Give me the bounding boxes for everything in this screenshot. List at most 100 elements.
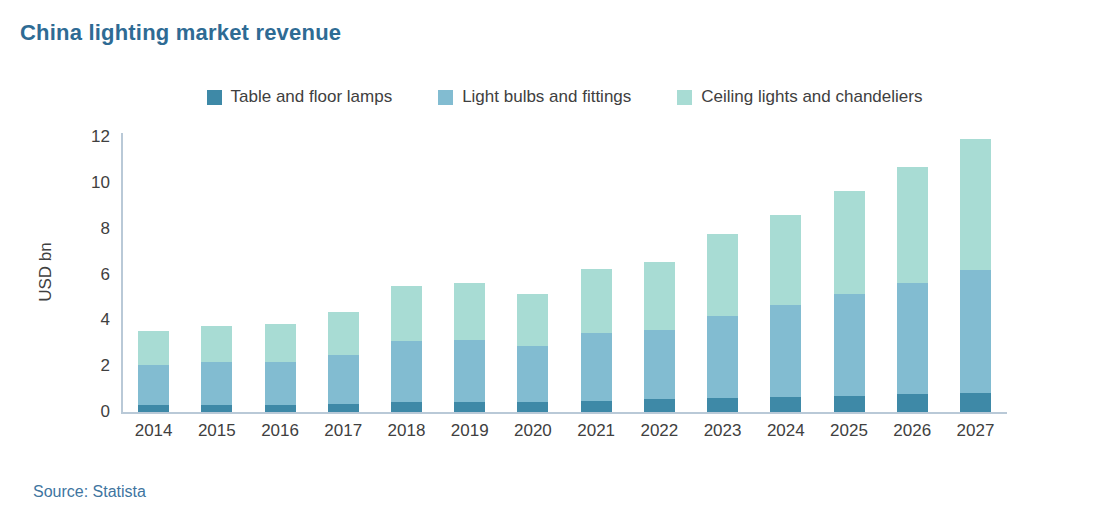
- bar-segment: [517, 294, 548, 346]
- legend-label: Light bulbs and fittings: [462, 87, 631, 107]
- legend-label: Ceiling lights and chandeliers: [701, 87, 922, 107]
- x-tick-label: 2017: [312, 421, 375, 441]
- bar-slot-2026: [881, 137, 944, 412]
- page-title: China lighting market revenue: [20, 20, 341, 46]
- x-tick-label: 2021: [565, 421, 628, 441]
- x-tick-label: 2016: [248, 421, 311, 441]
- bar-slot-2015: [185, 137, 248, 412]
- bar-slot-2022: [628, 137, 691, 412]
- bar-segment: [581, 333, 612, 401]
- bar-segment: [138, 405, 169, 412]
- bar-segment: [391, 341, 422, 402]
- bar-slot-2024: [754, 137, 817, 412]
- bar-segment: [707, 234, 738, 315]
- y-tick-label: 6: [58, 265, 110, 285]
- bar-segment: [581, 269, 612, 333]
- legend-item-table-floor-lamps: Table and floor lamps: [207, 87, 393, 107]
- legend-item-light-bulbs-fittings: Light bulbs and fittings: [438, 87, 631, 107]
- y-tick-label: 4: [58, 310, 110, 330]
- x-tick-label: 2020: [501, 421, 564, 441]
- bar-slot-2027: [944, 137, 1007, 412]
- bar-slot-2018: [375, 137, 438, 412]
- stacked-bar-2023: [707, 234, 738, 412]
- y-tick-label: 10: [58, 173, 110, 193]
- x-tick-label: 2025: [817, 421, 880, 441]
- bar-segment: [454, 402, 485, 412]
- y-axis-title: USD bn: [36, 242, 56, 302]
- bar-slot-2019: [438, 137, 501, 412]
- x-tick-label: 2022: [628, 421, 691, 441]
- stacked-bar-2015: [201, 326, 232, 412]
- bar-segment: [770, 397, 801, 412]
- x-tick-label: 2023: [691, 421, 754, 441]
- bar-segment: [770, 215, 801, 306]
- bar-slot-2016: [248, 137, 311, 412]
- bar-segment: [581, 401, 612, 413]
- x-tick-label: 2027: [944, 421, 1007, 441]
- bar-segment: [897, 167, 928, 283]
- bar-segment: [834, 191, 865, 294]
- bar-segment: [707, 316, 738, 399]
- bar-segment: [138, 331, 169, 365]
- bar-slot-2017: [312, 137, 375, 412]
- bar-segment: [265, 362, 296, 406]
- bar-segment: [644, 399, 675, 412]
- bar-segment: [454, 283, 485, 340]
- bar-segment: [391, 286, 422, 341]
- legend-label: Table and floor lamps: [231, 87, 393, 107]
- y-tick-label: 2: [58, 356, 110, 376]
- legend: Table and floor lamps Light bulbs and fi…: [122, 87, 1007, 107]
- x-tick-label: 2019: [438, 421, 501, 441]
- bar-slot-2021: [565, 137, 628, 412]
- bar-segment: [960, 270, 991, 393]
- y-tick-label: 8: [58, 219, 110, 239]
- x-axis-line: [121, 412, 1007, 414]
- stacked-bar-2016: [265, 324, 296, 412]
- bar-segment: [834, 294, 865, 396]
- x-tick-label: 2014: [122, 421, 185, 441]
- bar-slot-2020: [501, 137, 564, 412]
- bar-segment: [201, 362, 232, 406]
- bar-segment: [517, 402, 548, 412]
- x-tick-label: 2018: [375, 421, 438, 441]
- bar-segment: [707, 398, 738, 412]
- stacked-bar-2022: [644, 262, 675, 412]
- chart-page: China lighting market revenue Table and …: [0, 0, 1094, 521]
- legend-swatch-icon: [438, 90, 453, 105]
- bar-slot-2023: [691, 137, 754, 412]
- x-tick-label: 2026: [881, 421, 944, 441]
- stacked-bar-2024: [770, 215, 801, 412]
- bar-segment: [454, 340, 485, 402]
- stacked-bar-2025: [834, 191, 865, 412]
- bar-segment: [517, 346, 548, 402]
- stacked-bar-2019: [454, 283, 485, 412]
- bar-segment: [138, 365, 169, 405]
- bar-segment: [960, 139, 991, 270]
- source-note: Source: Statista: [33, 483, 146, 501]
- bar-segment: [644, 330, 675, 400]
- bar-segment: [328, 312, 359, 354]
- bar-segment: [265, 324, 296, 362]
- x-tick-label: 2024: [754, 421, 817, 441]
- bar-segment: [328, 404, 359, 412]
- bar-segment: [834, 396, 865, 412]
- legend-swatch-icon: [677, 90, 692, 105]
- stacked-bar-2020: [517, 294, 548, 412]
- bar-segment: [897, 394, 928, 412]
- stacked-bar-2026: [897, 167, 928, 412]
- x-tick-label: 2015: [185, 421, 248, 441]
- plot-area: [122, 137, 1007, 412]
- bar-segment: [328, 355, 359, 404]
- legend-swatch-icon: [207, 90, 222, 105]
- y-tick-label: 12: [58, 127, 110, 147]
- bar-segment: [201, 405, 232, 412]
- bar-segment: [265, 405, 296, 412]
- bar-segment: [201, 326, 232, 362]
- stacked-bar-2027: [960, 139, 991, 412]
- stacked-bar-2018: [391, 286, 422, 412]
- stacked-bar-2017: [328, 312, 359, 412]
- bar-segment: [770, 305, 801, 397]
- bar-slot-2014: [122, 137, 185, 412]
- bar-segment: [897, 283, 928, 394]
- stacked-bar-2014: [138, 331, 169, 412]
